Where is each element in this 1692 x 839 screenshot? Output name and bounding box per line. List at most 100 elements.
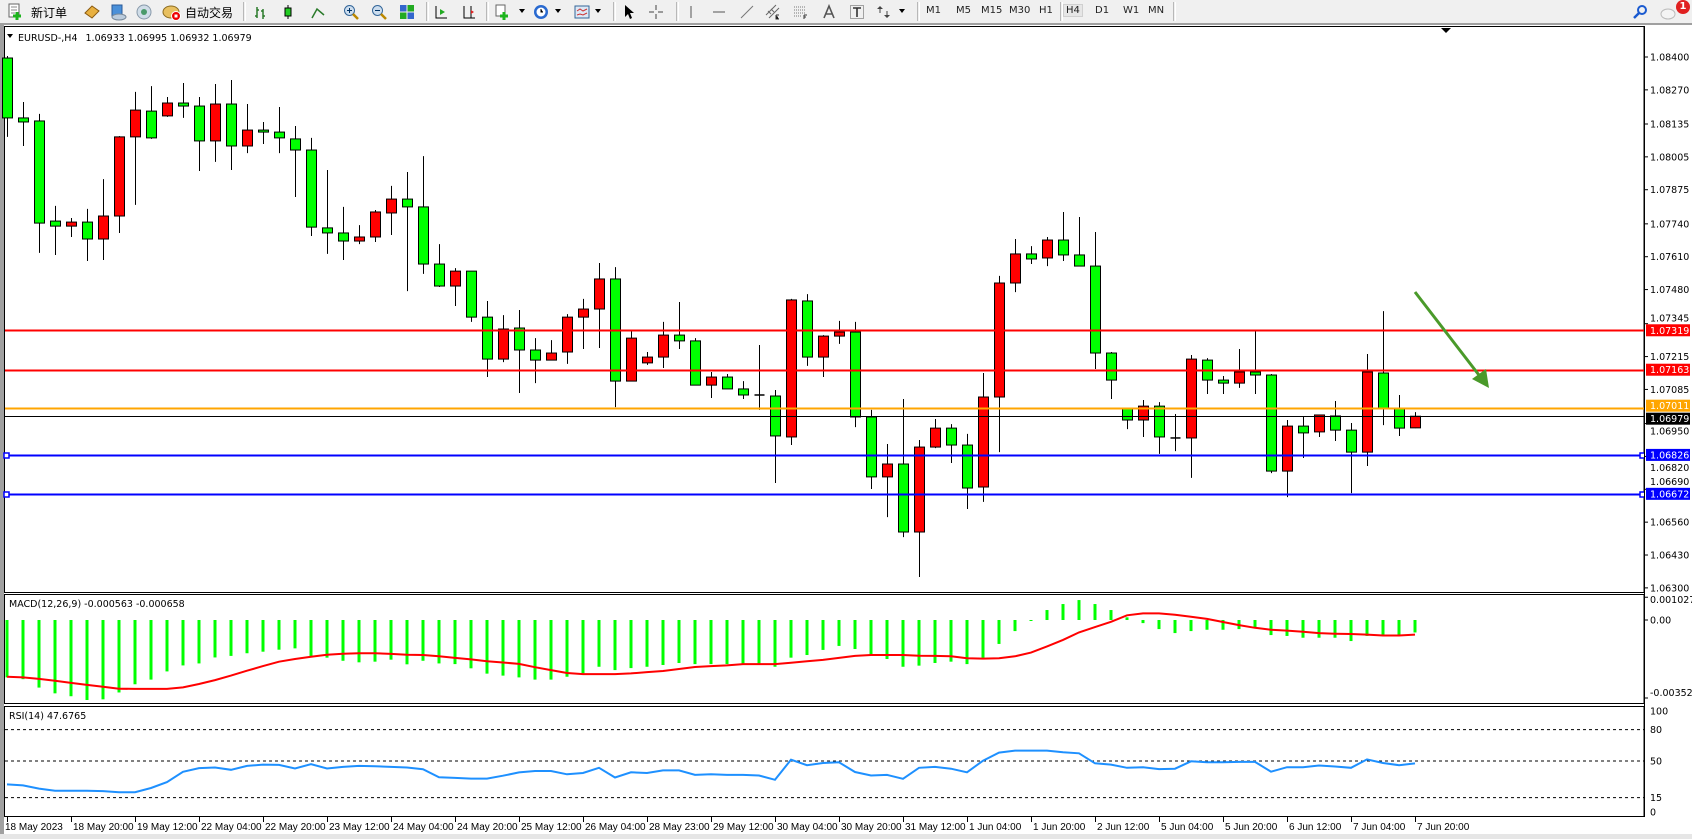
candle-bullish	[994, 282, 1005, 398]
period-m1[interactable]: M1	[926, 5, 941, 16]
candle-bearish	[962, 444, 973, 489]
periods-icon[interactable]	[532, 2, 550, 21]
search-icon[interactable]	[1631, 2, 1649, 21]
macd-histogram-bar	[421, 620, 425, 661]
period-mn[interactable]: MN	[1148, 5, 1165, 16]
candle-bullish	[818, 335, 829, 358]
auto-scroll-icon[interactable]	[432, 2, 450, 21]
template-icon[interactable]	[573, 2, 591, 21]
macd-histogram-bar	[629, 620, 633, 669]
candle-bearish	[418, 206, 429, 265]
macd-histogram-bar	[85, 620, 89, 700]
chart-shift-marker-icon[interactable]	[1441, 28, 1451, 33]
line-handle[interactable]	[3, 452, 10, 459]
period-h1[interactable]: H1	[1039, 5, 1053, 16]
macd-histogram-bar	[165, 620, 169, 672]
macd-histogram-bar	[21, 620, 25, 680]
chart-menu-triangle-icon[interactable]	[7, 34, 13, 38]
horizontal-line-icon[interactable]	[710, 2, 728, 21]
price-tick-label: 1.07480	[1650, 285, 1689, 296]
time-axis-label: 7 Jun 20:00	[1417, 822, 1470, 833]
macd-histogram-bar	[1013, 620, 1017, 632]
notifications-icon[interactable]	[1659, 2, 1677, 21]
candle-bearish	[1026, 253, 1037, 260]
price-line-label-bg	[1646, 324, 1690, 337]
price-tick-label: 1.06300	[1650, 583, 1689, 594]
macd-histogram-bar	[1093, 604, 1097, 620]
candle-bullish	[786, 299, 797, 438]
price-tick-label: 1.06430	[1650, 551, 1689, 562]
candle-bearish	[1122, 408, 1133, 421]
bar-chart-icon[interactable]	[252, 2, 270, 21]
periods-dropdown[interactable]	[555, 9, 561, 13]
candle-bullish	[642, 356, 653, 364]
vertical-line-icon[interactable]	[682, 2, 700, 21]
history-center-icon[interactable]	[82, 2, 102, 21]
line-chart-icon[interactable]	[309, 2, 327, 21]
price-tick-label: 1.07215	[1650, 352, 1689, 363]
macd-histogram-bar	[869, 620, 873, 655]
candle-bearish	[1106, 352, 1117, 381]
tile-windows-icon[interactable]	[398, 2, 416, 21]
candle-bearish	[482, 316, 493, 360]
period-d1[interactable]: D1	[1095, 5, 1110, 16]
zoom-out-icon[interactable]	[370, 2, 388, 21]
macd-histogram-bar	[373, 620, 377, 662]
period-m15[interactable]: M15	[981, 5, 1003, 16]
macd-histogram-bar	[1109, 610, 1113, 620]
text-label-icon[interactable]	[848, 2, 866, 21]
cursor-icon[interactable]	[620, 2, 638, 21]
market-watch-icon[interactable]	[108, 2, 128, 21]
macd-histogram-bar	[405, 620, 409, 665]
period-h4[interactable]: H4	[1063, 4, 1083, 17]
zoom-in-icon[interactable]	[342, 2, 360, 21]
period-w1[interactable]: W1	[1123, 5, 1140, 16]
auto-trading-icon[interactable]	[161, 2, 183, 21]
candle-bearish	[1250, 371, 1261, 376]
candle-bearish	[466, 270, 477, 318]
macd-histogram-bar	[1061, 604, 1065, 620]
candle-bullish	[1186, 358, 1197, 439]
arrows-icon[interactable]	[875, 2, 893, 21]
time-axis-label: 1 Jun 20:00	[1033, 822, 1086, 833]
new-order-icon[interactable]	[5, 2, 25, 21]
macd-histogram-bar	[533, 620, 537, 680]
candle-bullish	[1234, 371, 1245, 384]
chart-background	[0, 25, 1692, 839]
macd-histogram-bar	[997, 620, 1001, 644]
candle-bullish	[1138, 405, 1149, 421]
arrows-dropdown[interactable]	[899, 9, 905, 13]
period-m5[interactable]: M5	[956, 5, 971, 16]
line-handle[interactable]	[3, 491, 10, 498]
chart-shift-icon[interactable]	[460, 2, 478, 21]
text-icon[interactable]	[820, 2, 838, 21]
chart-symbol-title: EURUSD-,H4 1.06933 1.06995 1.06932 1.0697…	[18, 33, 252, 44]
macd-axis-label: -0.00352	[1650, 688, 1692, 699]
macd-histogram-bar	[789, 620, 793, 658]
time-axis-label: 19 May 12:00	[137, 822, 198, 833]
trendline-icon[interactable]	[738, 2, 756, 21]
candle-bearish	[738, 388, 749, 396]
candlestick-icon[interactable]	[279, 2, 297, 21]
period-m30[interactable]: M30	[1009, 5, 1031, 16]
rsi-axis-label: 15	[1650, 793, 1662, 804]
new-chart-dropdown[interactable]	[519, 9, 525, 13]
fibonacci-icon[interactable]	[792, 2, 810, 21]
macd-histogram-bar	[965, 620, 969, 665]
crosshair-icon[interactable]	[647, 2, 665, 21]
new-chart-icon[interactable]	[493, 2, 511, 21]
notification-badge[interactable]: 1	[1676, 0, 1690, 14]
candle-bearish	[18, 117, 29, 123]
candle-bullish	[1042, 239, 1053, 259]
equidistant-channel-icon[interactable]	[764, 2, 782, 21]
template-dropdown[interactable]	[595, 9, 601, 13]
auto-trading-button[interactable]: 自动交易	[185, 6, 234, 20]
signals-icon[interactable]	[134, 2, 154, 21]
price-line-label: 1.07011	[1650, 401, 1689, 412]
macd-histogram-bar	[229, 620, 233, 656]
candle-bearish	[274, 131, 285, 139]
new-order-button[interactable]: 新订单	[31, 6, 68, 20]
candle-bullish	[914, 446, 925, 533]
toolbar: 新订单 自动交易 M1 M5 M15 M30 H1 H4 D1 W1 MN 1	[0, 0, 1692, 25]
